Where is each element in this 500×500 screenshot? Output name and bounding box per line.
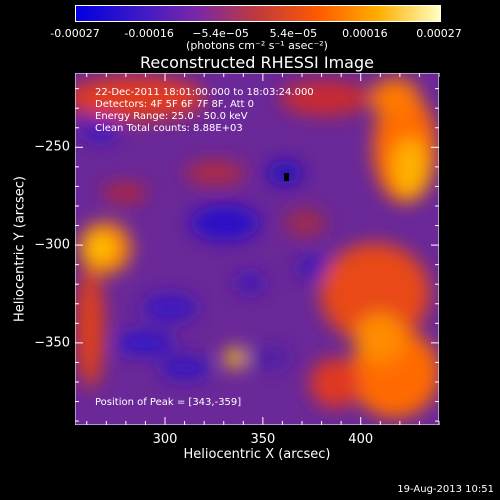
x-tick-label: 300	[152, 432, 178, 447]
minimum-marker	[284, 173, 289, 181]
colorbar-tick: 5.4e−05	[269, 27, 318, 40]
y-axis-label: Heliocentric Y (arcsec)	[12, 176, 28, 322]
colorbar-units: (photons cm⁻² s⁻¹ asec⁻²)	[186, 39, 328, 52]
colorbar-tick: −5.4e−05	[192, 27, 249, 40]
colorbar-tick: 0.00027	[416, 27, 462, 40]
x-tick-label: 350	[250, 432, 276, 447]
y-tick-label: −250	[34, 139, 70, 155]
colorbar-tick: -0.00016	[124, 27, 174, 40]
chart-title: Reconstructed RHESSI Image	[140, 53, 374, 72]
x-axis-label: Heliocentric X (arcsec)	[183, 447, 331, 462]
annotation-time-range: 22-Dec-2011 18:01:00.000 to 18:03:24.000	[95, 87, 314, 98]
footer-timestamp: 19-Aug-2013 10:51	[397, 484, 494, 495]
annotation-detectors: Detectors: 4F 5F 6F 7F 8F, Att 0	[95, 99, 255, 110]
colorbar-tick: -0.00027	[50, 27, 100, 40]
heatmap-emission	[75, 76, 439, 418]
colorbar-tick: 0.00016	[342, 27, 388, 40]
annotation-peak-position: Position of Peak = [343,-359]	[95, 397, 242, 408]
annotation-clean: Clean Total counts: 8.88E+03	[95, 123, 243, 134]
x-tick-label: 400	[348, 432, 374, 447]
annotation-energy: Energy Range: 25.0 - 50.0 keV	[95, 111, 248, 122]
y-tick-label: −300	[34, 237, 70, 253]
heatmap-plot	[75, 73, 439, 425]
colorbar	[75, 5, 441, 22]
y-tick-label: −350	[34, 335, 70, 351]
